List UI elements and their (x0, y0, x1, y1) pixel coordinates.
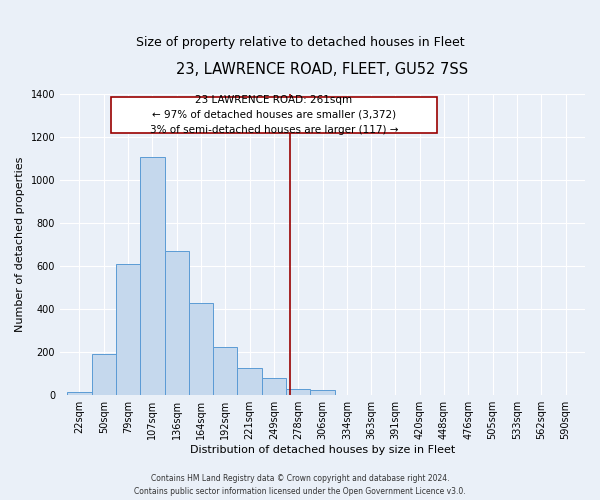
Text: 23 LAWRENCE ROAD: 261sqm
← 97% of detached houses are smaller (3,372)
3% of semi: 23 LAWRENCE ROAD: 261sqm ← 97% of detach… (149, 94, 398, 135)
Bar (164, 251, 189, 395)
Bar (238, 368, 262, 395)
Bar (213, 348, 238, 395)
Bar (262, 378, 286, 395)
Title: 23, LAWRENCE ROAD, FLEET, GU52 7SS: 23, LAWRENCE ROAD, FLEET, GU52 7SS (176, 62, 469, 78)
Bar (286, 389, 310, 395)
Bar (189, 302, 213, 395)
Bar (92, 354, 116, 395)
Bar (310, 390, 335, 395)
FancyBboxPatch shape (111, 96, 437, 133)
Text: Size of property relative to detached houses in Fleet: Size of property relative to detached ho… (136, 36, 464, 49)
Bar (116, 264, 140, 395)
Bar (67, 392, 92, 395)
Bar (140, 158, 164, 395)
Text: Contains HM Land Registry data © Crown copyright and database right 2024.
Contai: Contains HM Land Registry data © Crown c… (134, 474, 466, 496)
Y-axis label: Number of detached properties: Number of detached properties (15, 157, 25, 332)
X-axis label: Distribution of detached houses by size in Fleet: Distribution of detached houses by size … (190, 445, 455, 455)
